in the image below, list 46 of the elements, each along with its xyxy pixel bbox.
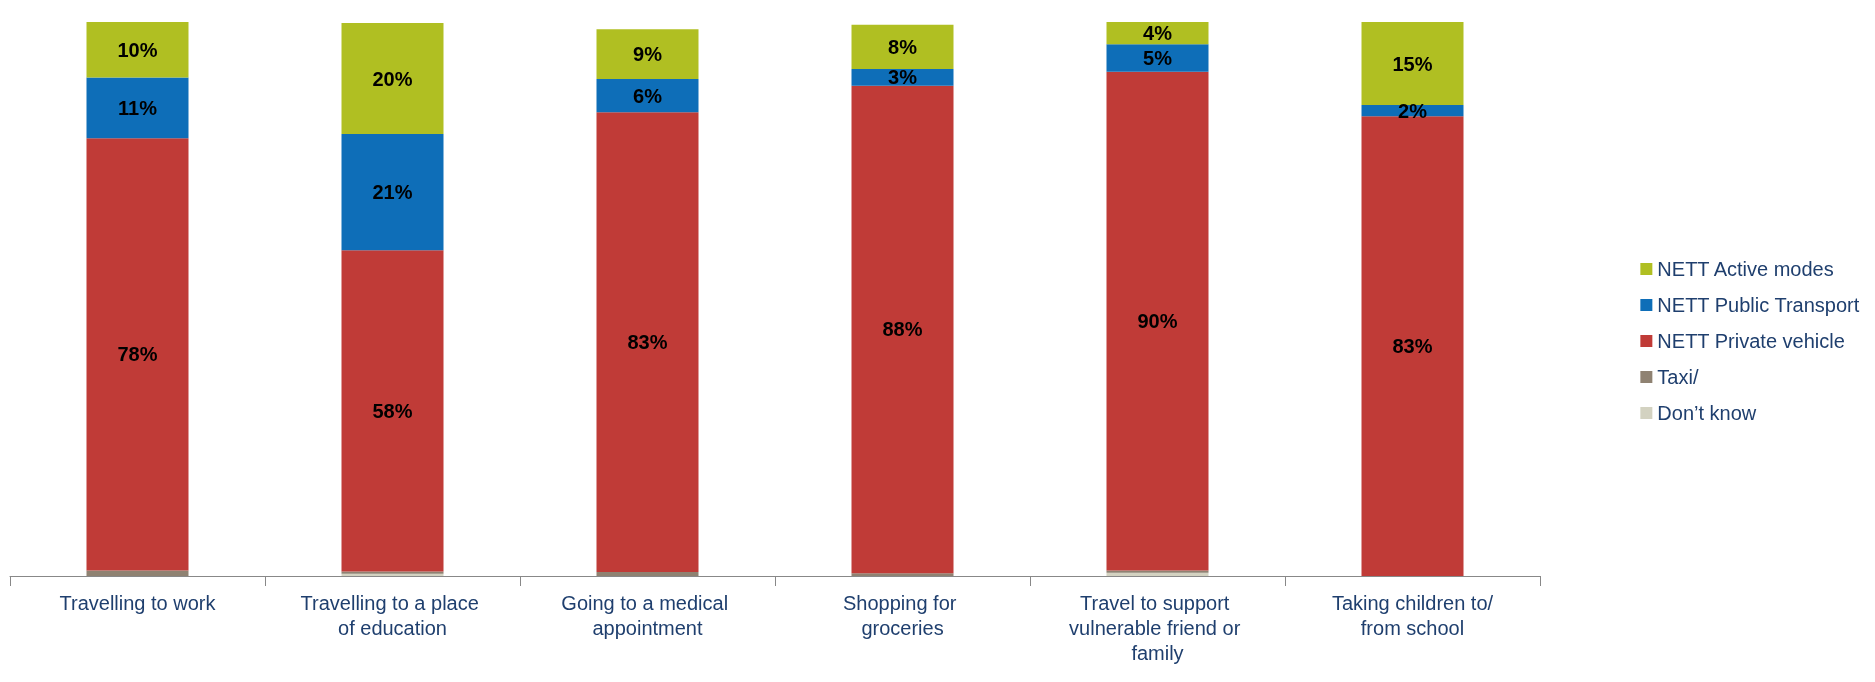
legend-label: NETT Private vehicle bbox=[1657, 330, 1845, 352]
data-label: 83% bbox=[627, 331, 668, 354]
legend-label: Don’t know bbox=[1657, 402, 1757, 424]
data-label: 90% bbox=[1137, 310, 1178, 333]
data-label: 9% bbox=[633, 43, 663, 66]
bar bbox=[341, 250, 444, 572]
bar bbox=[341, 23, 444, 134]
data-label: 78% bbox=[117, 343, 158, 366]
data-label: 6% bbox=[633, 84, 663, 107]
data-label: 10% bbox=[117, 38, 158, 61]
data-label: 88% bbox=[882, 318, 923, 341]
x-tick-label: Travelling to a place of education bbox=[300, 591, 485, 639]
data-label: 11% bbox=[118, 96, 158, 119]
data-label: 15% bbox=[1392, 52, 1433, 75]
bar bbox=[1361, 22, 1464, 106]
data-label: 21% bbox=[372, 181, 413, 204]
bar bbox=[1106, 71, 1209, 571]
data-label: 5% bbox=[1143, 47, 1173, 70]
bar bbox=[596, 572, 699, 576]
bar bbox=[86, 570, 189, 576]
bar bbox=[596, 112, 699, 573]
legend-label: NETT Public Transport bbox=[1657, 294, 1860, 316]
data-label: 58% bbox=[372, 399, 413, 422]
bar bbox=[86, 77, 189, 139]
data-label: 3% bbox=[888, 66, 918, 89]
data-label: 20% bbox=[372, 67, 413, 90]
x-tick-label: Travelling to work bbox=[59, 591, 217, 614]
bar bbox=[851, 573, 954, 576]
bar bbox=[1361, 116, 1464, 576]
data-label: 83% bbox=[1392, 335, 1433, 358]
bar bbox=[86, 22, 189, 78]
x-tick-label: Going to a medical appointment bbox=[561, 591, 734, 639]
legend-label: NETT Active modes bbox=[1657, 258, 1834, 280]
data-label: 8% bbox=[888, 35, 918, 58]
bar bbox=[851, 85, 954, 574]
data-label: 4% bbox=[1143, 22, 1173, 45]
legend-label: Taxi/ bbox=[1657, 366, 1699, 388]
bar bbox=[851, 24, 954, 70]
bar bbox=[596, 79, 699, 113]
bar bbox=[1106, 44, 1209, 72]
x-tick-label: Travel to support vulnerable friend or family bbox=[1069, 591, 1246, 664]
bar bbox=[341, 133, 444, 251]
x-tick-label: Shopping for groceries bbox=[843, 591, 962, 639]
bar bbox=[86, 138, 189, 571]
bar bbox=[596, 29, 699, 80]
x-tick-label: Taking children to/from school bbox=[1331, 591, 1494, 639]
